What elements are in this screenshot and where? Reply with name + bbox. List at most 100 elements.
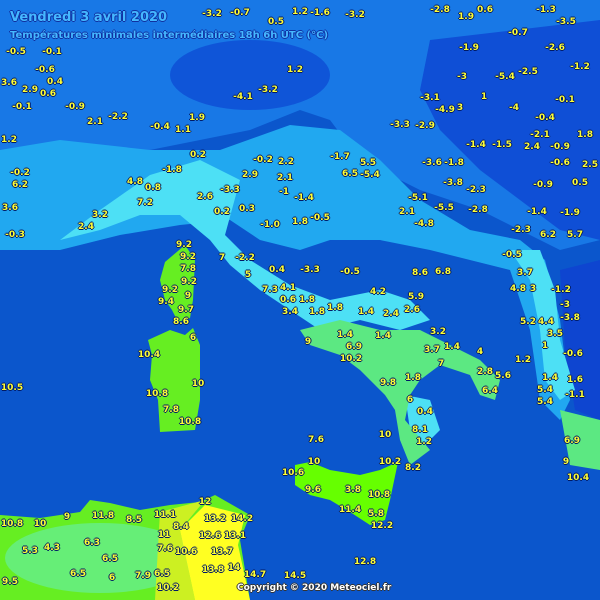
temperature-label: 2.1 [277,173,293,183]
temperature-label: 10 [307,457,321,467]
temperature-label: 1.4 [444,342,460,352]
temperature-label: 7.6 [308,435,324,445]
temperature-label: 11.1 [153,510,177,520]
temperature-label: -0.5 [6,47,26,57]
temperature-label: 1.8 [405,373,421,383]
temperature-label: 7.3 [262,285,278,295]
temperature-label: -1.8 [444,158,464,168]
temperature-label: 6.2 [12,180,28,190]
temperature-label: -0.1 [42,47,62,57]
temperature-label: 2.9 [242,170,258,180]
temperature-label: 1.9 [189,113,205,123]
temperature-label: 12.6 [198,531,222,541]
temperature-label: 10.6 [174,547,198,557]
temperature-label: 9 [63,512,71,522]
temperature-label: 4.1 [280,283,296,293]
temperature-label: 12 [198,497,212,507]
temperature-label: 4.2 [370,287,386,297]
temperature-label: 9.7 [178,305,194,315]
temperature-label: 14 [227,563,241,573]
temperature-label: 2.4 [78,222,94,232]
mint-zone-south-italy [300,320,500,465]
temperature-label: -5.4 [495,72,515,82]
temperature-label: -0.2 [10,168,30,178]
temperature-label: 2.2 [278,157,294,167]
temperature-label: 2.4 [383,309,399,319]
temperature-label: 10.8 [145,389,169,399]
sicily [295,462,398,525]
temperature-label: 2.1 [87,117,103,127]
cyan-zone [60,160,430,330]
temperature-label: -2.8 [468,205,488,215]
temperature-label: 4.8 [510,284,526,294]
copyright: Copyright © 2020 Meteociel.fr [237,583,392,593]
temperature-label: 1.8 [309,307,325,317]
temperature-label: 11.4 [338,505,362,515]
temperature-label: 2.5 [582,160,598,170]
temperature-label: 9.2 [162,285,178,295]
temperature-label: -2.2 [108,112,128,122]
temperature-label: 13.8 [201,565,225,575]
temperature-label: 5.2 [520,317,536,327]
temperature-label: 2.8 [477,367,493,377]
temperature-label: -0.6 [563,349,583,359]
temperature-label: 0.4 [269,265,285,275]
temperature-label: 7.6 [157,544,173,554]
temperature-label: 5 [244,270,252,280]
temperature-label: 1.4 [375,331,391,341]
temperature-label: 10 [191,379,205,389]
corsica [160,245,195,322]
temperature-label: 0.4 [47,77,63,87]
temperature-label: 0.8 [145,183,161,193]
temperature-label: 1.9 [458,12,474,22]
temperature-label: 10.8 [178,417,202,427]
temperature-label: -2.2 [235,253,255,263]
temperature-label: -1.4 [466,140,486,150]
temperature-label: -1.2 [551,285,571,295]
temperature-label: -4.1 [233,92,253,102]
temperature-label: 1.8 [577,130,593,140]
temperature-label: -1.4 [527,207,547,217]
temperature-label: -0.5 [502,250,522,260]
temperature-label: -0.4 [150,122,170,132]
temperature-label: 7.9 [135,571,151,581]
sardinia [148,328,200,432]
temperature-label: 9.5 [2,577,18,587]
temperature-label: -1.9 [459,43,479,53]
temperature-label: -2.1 [530,130,550,140]
temperature-label: -1.9 [560,208,580,218]
temperature-label: 2.6 [197,192,213,202]
temperature-label: 1.8 [292,217,308,227]
temperature-label: 0.4 [417,407,433,417]
temperature-label: 13.2 [203,514,227,524]
temperature-label: -3.2 [258,85,278,95]
temperature-label: 1.1 [175,125,191,135]
temperature-label: 10.5 [0,383,24,393]
temperature-label: 1.2 [292,7,308,17]
temperature-label: 14.2 [230,514,254,524]
temperature-label: 9 [184,291,192,301]
temperature-label: 10.4 [137,350,161,360]
temperature-label: -1.5 [492,140,512,150]
temperature-label: 8.6 [412,268,428,278]
temperature-label: 5.9 [408,292,424,302]
temperature-label: -0.7 [230,8,250,18]
temperature-label: -1.0 [260,220,280,230]
temperature-label: -3.3 [220,185,240,195]
temperature-label: 3 [529,284,537,294]
temperature-label: 5.4 [537,385,553,395]
temperature-label: -3.1 [420,93,440,103]
temperature-label: -3.6 [422,158,442,168]
temperature-label: -0.3 [5,230,25,240]
temperature-label: 4.3 [44,543,60,553]
temperature-label: 1.2 [1,135,17,145]
temperature-label: 0.2 [190,150,206,160]
temperature-label: 0.3 [239,204,255,214]
temperature-label: 9 [304,337,312,347]
cold-zone-east [420,20,600,240]
temperature-label: 4.8 [127,177,143,187]
temperature-label: 1.6 [567,375,583,385]
temperature-label: 9.8 [380,378,396,388]
temperature-label: 9.2 [181,277,197,287]
